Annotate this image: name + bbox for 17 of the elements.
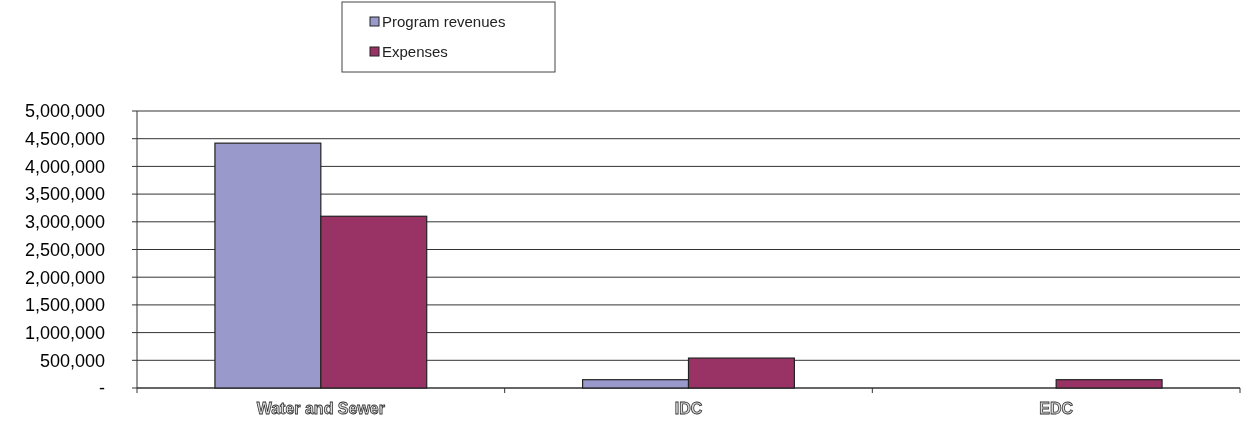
y-tick-label: 3,500,000 (24, 184, 105, 205)
y-tick-label: 4,000,000 (24, 156, 105, 177)
y-tick-label: 500,000 (39, 350, 105, 371)
y-tick-label: 4,500,000 (24, 129, 105, 149)
y-tick-label: 3,000,000 (24, 212, 105, 233)
x-tick-label: IDC (674, 400, 703, 417)
y-tick-label: - (99, 378, 105, 399)
x-tick-label: Water and Sewer (256, 400, 386, 417)
bar (1055, 379, 1163, 389)
legend-label: Expenses (382, 43, 448, 61)
x-tick-label: EDC (1039, 400, 1074, 417)
y-tick-label: 2,000,000 (24, 267, 105, 288)
y-tick-label: 1,500,000 (24, 295, 105, 316)
y-tick-label: 1,000,000 (24, 322, 105, 343)
y-tick-label: 2,500,000 (24, 239, 105, 260)
legend-label: Program revenues (382, 13, 506, 31)
y-tick-label: 5,000,000 (24, 101, 105, 122)
